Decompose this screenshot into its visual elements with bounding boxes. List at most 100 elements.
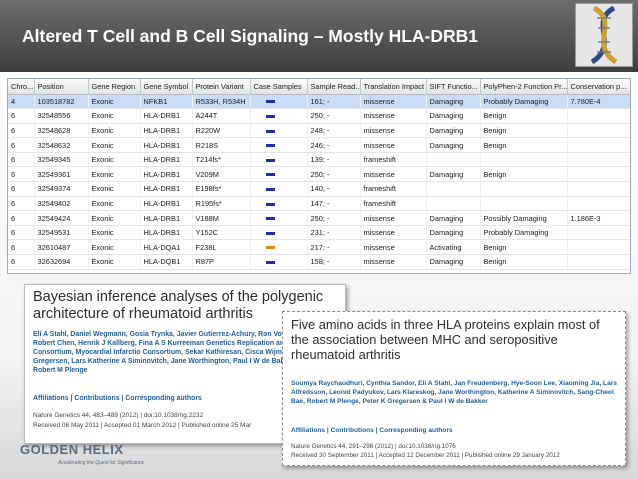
- table-row[interactable]: 6 32549374 Exonic HLA-DRB1 E198fs* 140; - fram…: [8, 181, 630, 197]
- table-cell: 32548628: [34, 123, 89, 139]
- table-cell: missense: [360, 239, 427, 256]
- table-cell: missense: [360, 254, 427, 270]
- table-cell: HLA-DRB1: [140, 210, 193, 226]
- column-header[interactable]: Position: [34, 79, 89, 95]
- dna-helix-icon: [590, 5, 618, 65]
- article-links[interactable]: Affiliations | Contributions | Correspon…: [291, 427, 453, 434]
- table-cell: missense: [360, 94, 427, 110]
- table-cell: missense: [360, 210, 427, 226]
- table-cell: 32549374: [34, 181, 89, 197]
- table-cell: 6: [8, 196, 35, 212]
- case-sample-swatch: [265, 100, 275, 104]
- case-sample-swatch: [265, 144, 275, 148]
- table-cell: HLA-DRB1: [140, 181, 193, 197]
- table-cell: 6: [8, 225, 35, 241]
- table-row[interactable]: 6 32549402 Exonic HLA-DRB1 R195fs* 147; - fram…: [8, 196, 630, 212]
- table-row[interactable]: 6 32548628 Exonic HLA-DRB1 R220W 248; - missen…: [8, 123, 630, 139]
- table-cell: 217; -: [307, 239, 361, 256]
- case-sample-swatch: [265, 246, 275, 250]
- case-samples-cell: [250, 123, 308, 139]
- table-cell: 250; -: [307, 166, 361, 183]
- article-title: Five amino acids in three HLA proteins e…: [291, 317, 600, 362]
- table-cell: 32548556: [34, 108, 89, 124]
- table-cell: HLA-DRB1: [140, 152, 193, 168]
- table-cell: missense: [360, 225, 427, 241]
- column-header[interactable]: Gene Symbol: [140, 79, 193, 95]
- case-samples-cell: [250, 152, 308, 168]
- table-row[interactable]: 6 32610487 Exonic HLA-DQA1 F238L 217; - missen…: [8, 239, 630, 256]
- table-cell: 147; -: [307, 196, 361, 212]
- table-cell: HLA-DRB1: [140, 225, 193, 241]
- column-header[interactable]: Conservation p...: [567, 79, 630, 95]
- table-cell: 6: [8, 254, 35, 270]
- table-row[interactable]: 6 32549345 Exonic HLA-DRB1 T214fs* 139; - fram…: [8, 152, 630, 168]
- table-cell: 250; -: [307, 108, 361, 124]
- article-dates: Received 06 May 2011 | Accepted 01 March…: [33, 422, 252, 429]
- table-cell: 103518782: [34, 94, 89, 110]
- table-cell: frameshift: [360, 181, 427, 197]
- table-row[interactable]: 6 32548556 Exonic HLA-DRB1 A244T 250; - missen…: [8, 108, 630, 124]
- table-cell: 140; -: [307, 181, 361, 197]
- table-cell: Benign: [480, 254, 568, 270]
- column-header[interactable]: Protein Variant: [192, 79, 251, 95]
- case-sample-swatch: [265, 187, 275, 191]
- table-cell: Damaging: [426, 108, 481, 124]
- article-title: Bayesian inference analyses of the polyg…: [33, 289, 324, 322]
- table-row[interactable]: 4 103518782 Exonic NFKB1 R533H, R534H 161; -m…: [8, 94, 630, 110]
- table-row[interactable]: 6 32632694 Exonic HLA-DQB1 R87P 158; - missens…: [8, 254, 630, 270]
- case-sample-swatch: [265, 231, 275, 235]
- case-sample-swatch: [265, 173, 275, 177]
- table-cell: Damaging: [426, 225, 481, 241]
- table-cell: E198fs*: [192, 181, 251, 197]
- case-samples-cell: [250, 196, 308, 212]
- table-cell: [426, 181, 481, 197]
- article-dates: Received 30 September 2011 | Accepted 12…: [291, 452, 560, 459]
- table-cell: 6: [8, 166, 35, 183]
- table-cell: 246; -: [307, 137, 361, 153]
- table-cell: Damaging: [426, 166, 481, 183]
- table-row[interactable]: 6 32549424 Exonic HLA-DRB1 V188M 250; - missen…: [8, 210, 630, 226]
- article-authors[interactable]: Soumya Raychaudhuri, Cynthia Sandor, Eli…: [291, 380, 617, 405]
- table-cell: 32610487: [34, 239, 89, 256]
- article-links[interactable]: Affiliations | Contributions | Correspon…: [33, 395, 202, 402]
- table-cell: [567, 108, 630, 124]
- column-header[interactable]: Chro...: [8, 79, 35, 95]
- table-cell: [567, 137, 630, 153]
- table-cell: [480, 152, 568, 168]
- table-header-row: Chro... Position Gene Region Gene Symbol Pro…: [8, 79, 630, 95]
- column-header[interactable]: Sample Read...: [307, 79, 361, 95]
- column-header[interactable]: Translation Impact: [360, 79, 427, 95]
- article-citation: Nature Genetics 44, 483–489 (2012) | doi…: [33, 412, 204, 419]
- table-cell: 6: [8, 137, 35, 153]
- table-row[interactable]: 6 32549361 Exonic HLA-DRB1 V209M 250; - missen…: [8, 166, 630, 183]
- case-samples-cell: [250, 181, 308, 197]
- table-cell: [567, 152, 630, 168]
- table-cell: Exonic: [88, 196, 141, 212]
- case-sample-swatch: [265, 217, 275, 221]
- table-cell: 231; -: [307, 225, 361, 241]
- table-row[interactable]: 6 32548632 Exonic HLA-DRB1 R218S 246; - missen…: [8, 137, 630, 153]
- column-header[interactable]: PolyPhen-2 Function Pr...: [480, 79, 568, 95]
- table-cell: 139; -: [307, 152, 361, 168]
- table-cell: R533H, R534H: [192, 94, 251, 110]
- column-header[interactable]: Case Samples: [250, 79, 308, 95]
- column-header[interactable]: SIFT Functio...: [426, 79, 481, 95]
- table-cell: [480, 196, 568, 212]
- company-logo: [575, 3, 633, 67]
- table-cell: 32549361: [34, 166, 89, 183]
- table-cell: Possibly Damaging: [480, 210, 568, 226]
- column-header[interactable]: Gene Region: [88, 79, 141, 95]
- table-row[interactable]: 6 32549531 Exonic HLA-DRB1 Y152C 231; - missen…: [8, 225, 630, 241]
- table-cell: missense: [360, 137, 427, 153]
- footer-tagline: Accelerating the Quest for Significance: [58, 460, 145, 466]
- table-cell: HLA-DRB1: [140, 166, 193, 183]
- table-cell: 6: [8, 108, 35, 124]
- table-cell: Probably Damaging: [480, 94, 568, 110]
- table-cell: Damaging: [426, 137, 481, 153]
- table-cell: [567, 239, 630, 256]
- table-cell: 6: [8, 181, 35, 197]
- article-authors[interactable]: Eli A Stahl, Daniel Wegmann, Gosia Trynk…: [33, 331, 336, 375]
- table-cell: 6: [8, 123, 35, 139]
- case-sample-swatch: [265, 260, 275, 264]
- slide-title: Altered T Cell and B Cell Signaling – Mo…: [22, 26, 479, 46]
